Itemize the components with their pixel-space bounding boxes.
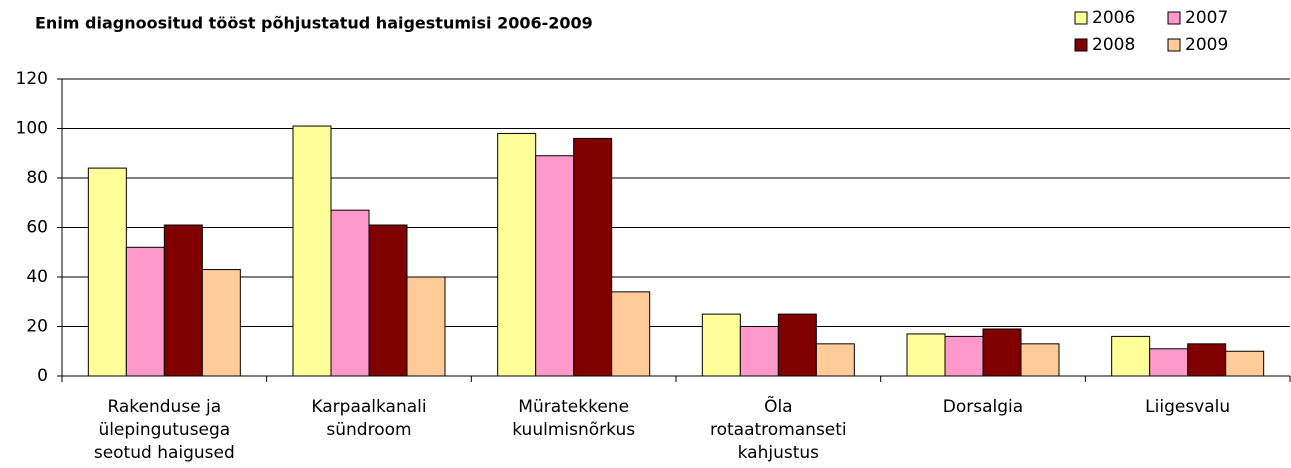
bar: [701, 313, 741, 377]
bar: [815, 343, 855, 377]
legend-swatch: [1074, 11, 1088, 25]
bar: [1111, 335, 1151, 377]
x-tick-label-line: Dorsalgia: [943, 397, 1023, 417]
x-tick-label: Karpaalkanali sündroom: [311, 397, 426, 440]
chart-title: Enim diagnoositud tööst põhjustatud haig…: [35, 14, 593, 33]
x-tick-label-line: Rakenduse ja: [107, 397, 221, 417]
legend-label: 2007: [1185, 8, 1228, 28]
bar: [573, 137, 613, 377]
bar: [535, 155, 575, 377]
y-tick-label: 20: [26, 317, 48, 337]
x-tick-label: Dorsalgia: [943, 397, 1023, 417]
bar: [611, 291, 651, 377]
x-tick-label-line: ülepingutusega: [98, 420, 230, 440]
bar: [777, 313, 817, 377]
x-tick-label-line: Karpaalkanali: [311, 397, 426, 417]
x-tick-label-line: kahjustus: [738, 443, 820, 463]
y-tick-label: 40: [26, 267, 48, 287]
legend-swatch: [1167, 11, 1181, 25]
y-tick-label: 60: [26, 218, 48, 238]
bar: [1187, 343, 1227, 377]
bar: [201, 269, 241, 377]
legend-swatch: [1167, 38, 1181, 52]
bar: [1149, 348, 1189, 377]
x-tick-label: Õla rotaatromanseti kahjustus: [710, 395, 847, 463]
x-tick-label-line: kuulmisnõrkus: [512, 420, 635, 440]
x-tick-label-line: Müratekkene: [518, 397, 629, 417]
y-tick-label: 80: [26, 168, 48, 188]
x-tick-label-line: rotaatromanseti: [710, 420, 847, 440]
bar: [1225, 350, 1265, 377]
bar: [982, 328, 1022, 377]
x-tick-label: Liigesvalu: [1145, 397, 1230, 417]
bar: [163, 224, 203, 377]
legend-label: 2006: [1092, 8, 1135, 28]
bar: [739, 326, 779, 377]
bar: [292, 125, 332, 377]
bar: [368, 224, 408, 377]
bar: [330, 209, 370, 377]
x-tick-label-line: Liigesvalu: [1145, 397, 1230, 417]
bar: [125, 246, 165, 377]
bar: [944, 335, 984, 377]
y-tick-label: 0: [37, 366, 48, 386]
bar: [906, 333, 946, 377]
y-tick-label: 120: [16, 69, 48, 89]
x-tick-label-line: sündroom: [326, 420, 411, 440]
x-tick-label-line: seotud haigused: [94, 443, 235, 463]
bar: [87, 167, 127, 377]
bar: [1020, 343, 1060, 377]
bar: [497, 132, 537, 377]
legend-label: 2008: [1092, 35, 1135, 55]
x-tick-label: Müratekkene kuulmisnõrkus: [512, 397, 635, 440]
x-tick-label: Rakenduse ja ülepingutusega seotud haiguse…: [94, 397, 235, 463]
bar: [406, 276, 446, 377]
y-tick-label: 100: [16, 119, 48, 139]
legend-label: 2009: [1185, 35, 1228, 55]
legend-swatch: [1074, 38, 1088, 52]
x-tick-label-line: Õla: [764, 395, 793, 417]
